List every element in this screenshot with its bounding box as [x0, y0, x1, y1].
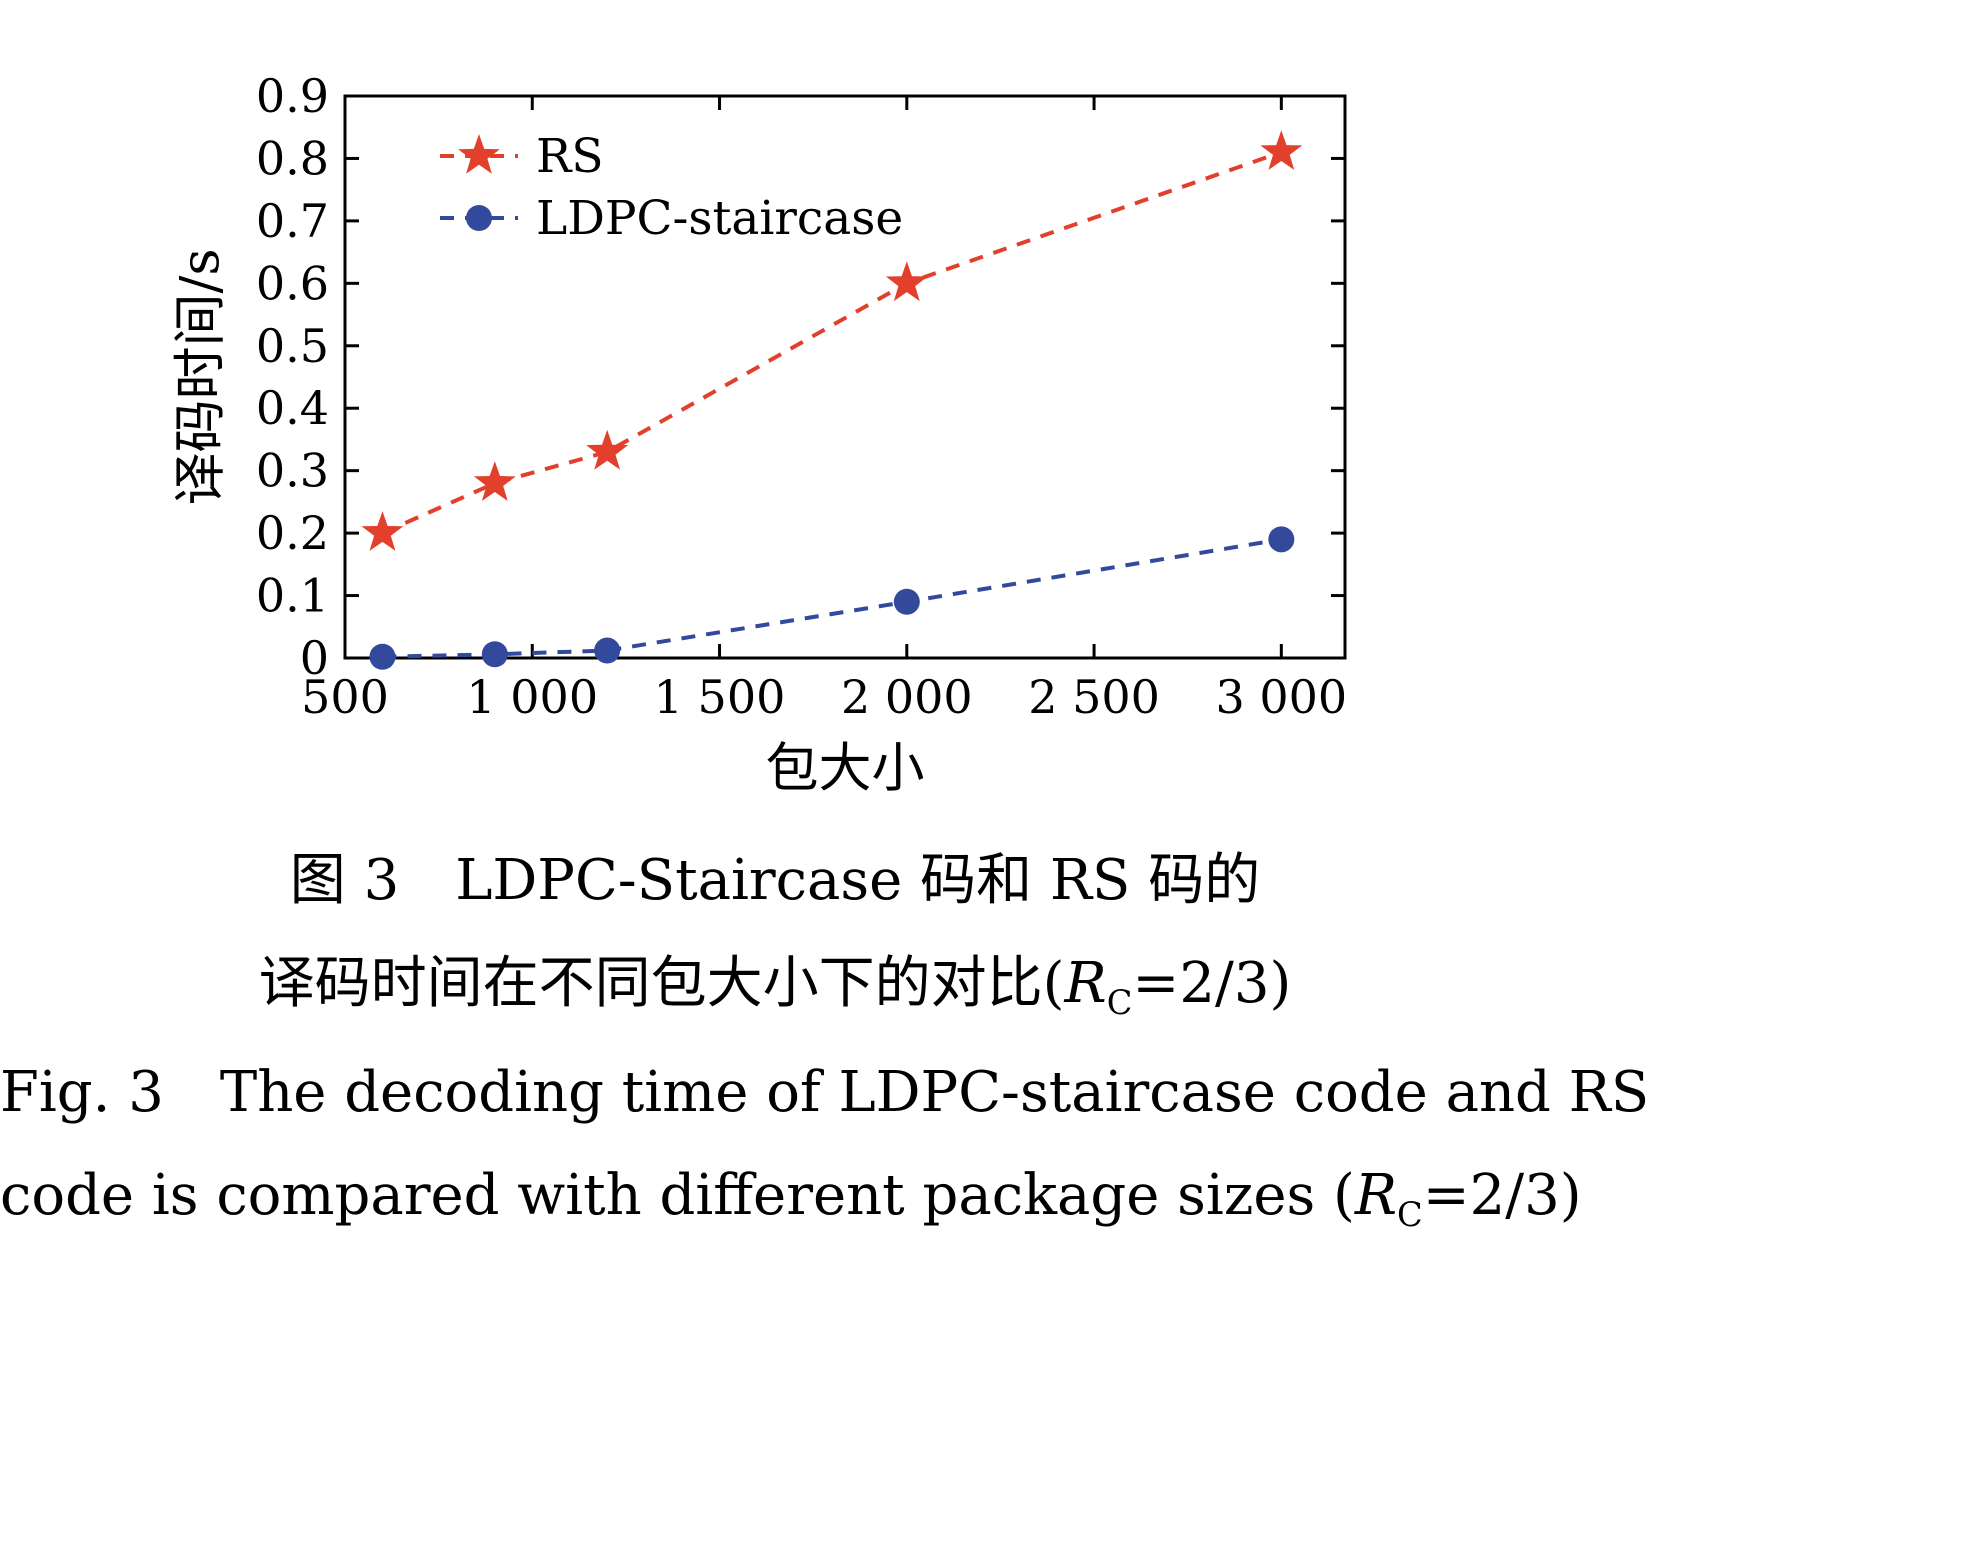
caption-zh-line1-text: 图 3 LDPC-Staircase 码和 RS 码的	[289, 848, 1261, 913]
rs-marker	[1260, 130, 1303, 170]
x-tick-label: 3 000	[1215, 670, 1347, 724]
legend-marker-ldpc-staircase	[466, 205, 492, 231]
y-tick-label: 0.4	[256, 381, 329, 435]
legend-label-ldpc-staircase: LDPC-staircase	[536, 191, 903, 246]
x-axis-label: 包大小	[766, 738, 925, 799]
code-rate-value: =2/3)	[1132, 950, 1292, 1016]
rs-marker	[885, 261, 928, 302]
x-tick-label: 1 500	[654, 670, 786, 724]
ldpc-staircase-line	[382, 537, 1282, 659]
code-rate-subscript: C	[1397, 1195, 1423, 1235]
caption-zh-line1: 图 3 LDPC-Staircase 码和 RS 码的	[0, 851, 1550, 911]
figure-3: 500 1 000 1 500 2 000 2 500 3 000 0 0.1 0.2 0.3 0.…	[0, 69, 1649, 1235]
rs-marker	[361, 511, 404, 551]
rs-marker	[473, 461, 516, 501]
ldpc-staircase-marker	[594, 637, 621, 664]
y-tick-label: 0.2	[256, 506, 329, 560]
y-tick-label: 0.1	[256, 569, 329, 623]
decoding-time-chart: 500 1 000 1 500 2 000 2 500 3 000 0 0.1 0.2 0.3 0.…	[170, 69, 1347, 799]
plot-frame	[343, 94, 1347, 660]
caption-en-line2: code is compared with different package …	[0, 1166, 1582, 1235]
code-rate-subscript: C	[1106, 982, 1133, 1022]
x-tick-label: 500	[301, 670, 389, 724]
ldpc-staircase-marker	[481, 641, 508, 668]
figure-caption: 图 3 LDPC-Staircase 码和 RS 码的 译码时间在不同包大小下的…	[0, 851, 1649, 1235]
x-tick-label: 1 000	[466, 670, 598, 724]
caption-zh-line2-text: 译码时间在不同包大小下的对比(	[258, 950, 1065, 1016]
ldpc-staircase-marker	[1268, 526, 1295, 553]
y-tick-label: 0	[300, 631, 329, 685]
y-axis-label: 译码时间/s	[170, 248, 231, 505]
caption-en-line1-text: Fig. 3 The decoding time of LDPC-stairca…	[0, 1060, 1650, 1126]
y-tick-label: 0.7	[256, 194, 329, 248]
y-tick-label: 0.9	[256, 69, 329, 123]
code-rate-symbol: R	[1064, 950, 1107, 1016]
x-tick-label: 2 500	[1028, 670, 1160, 724]
code-rate-symbol: R	[1354, 1163, 1398, 1229]
y-tick-label: 0.8	[256, 131, 329, 185]
legend-marker-rs	[458, 134, 500, 174]
y-tick-label: 0.3	[256, 444, 329, 498]
legend-label-rs: RS	[536, 129, 604, 184]
y-tick-label: 0.6	[256, 256, 329, 310]
caption-zh-line2: 译码时间在不同包大小下的对比(RC=2/3)	[0, 954, 1550, 1022]
y-tick-label: 0.5	[256, 319, 329, 373]
caption-en-line1: Fig. 3 The decoding time of LDPC-stairca…	[0, 1063, 1649, 1123]
caption-en-line2-text: code is compared with different package …	[0, 1163, 1355, 1229]
rs-line	[381, 150, 1282, 535]
rs-marker	[586, 429, 629, 470]
ldpc-staircase-marker	[369, 643, 396, 670]
code-rate-value: =2/3)	[1422, 1163, 1582, 1229]
ldpc-staircase-marker	[893, 588, 920, 615]
x-tick-label: 2 000	[841, 670, 973, 724]
